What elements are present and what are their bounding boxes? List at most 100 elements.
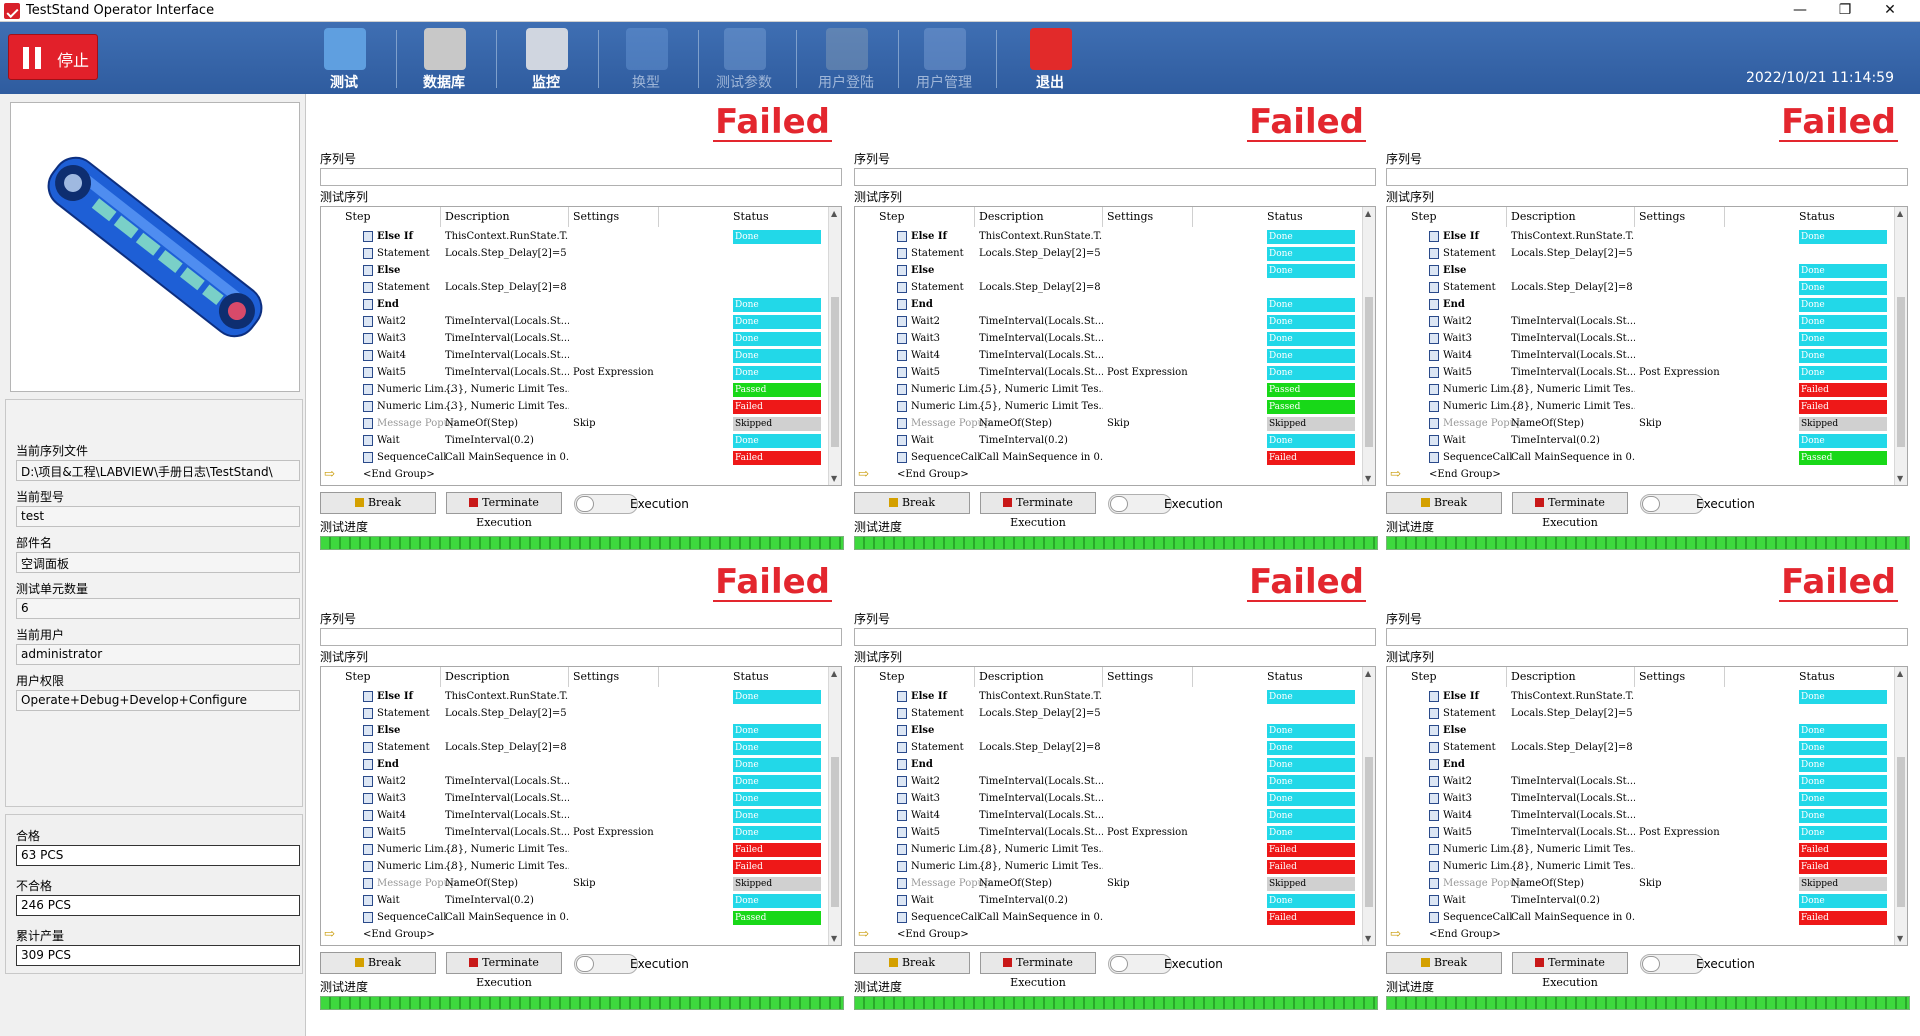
scroll-down-icon[interactable]: ▼: [1365, 474, 1372, 483]
table-row[interactable]: Numeric Lim... {8}, Numeric Limit Tes... F…: [855, 841, 1363, 858]
table-row[interactable]: Wait4 TimeInterval(Locals.St... Done: [321, 807, 829, 824]
col-step[interactable]: Step: [875, 207, 975, 227]
table-row[interactable]: Message Popup NameOf(Step) Skip Skipped: [855, 415, 1363, 432]
col-settings[interactable]: Settings: [1635, 207, 1725, 227]
table-row[interactable]: Numeric Lim... {8}, Numeric Limit Tes... F…: [1387, 381, 1895, 398]
table-scrollbar[interactable]: ▲ ▼: [828, 207, 841, 485]
table-row[interactable]: Numeric Lim... {8}, Numeric Limit Tes... F…: [321, 858, 829, 875]
table-row[interactable]: Wait4 TimeInterval(Locals.St... Done: [321, 347, 829, 364]
table-row[interactable]: End Done: [321, 296, 829, 313]
scroll-thumb[interactable]: [831, 757, 839, 907]
toolbar-button-3[interactable]: 换型: [606, 26, 686, 92]
table-row[interactable]: Else Done: [855, 262, 1363, 279]
table-row[interactable]: Wait3 TimeInterval(Locals.St... Done: [855, 790, 1363, 807]
stop-button[interactable]: 停止: [8, 34, 98, 80]
execution-toggle[interactable]: [574, 954, 638, 974]
table-row[interactable]: Wait2 TimeInterval(Locals.St... Done: [855, 773, 1363, 790]
serial-input[interactable]: [320, 628, 842, 646]
table-row[interactable]: Wait3 TimeInterval(Locals.St... Done: [321, 790, 829, 807]
table-row[interactable]: Wait4 TimeInterval(Locals.St... Done: [855, 807, 1363, 824]
table-row[interactable]: SequenceCall Call MainSequence in 0... Fai…: [1387, 909, 1895, 926]
table-row[interactable]: Wait2 TimeInterval(Locals.St... Done: [855, 313, 1363, 330]
table-row[interactable]: Statement Locals.Step_Delay[2]=5: [321, 705, 829, 722]
break-button[interactable]: Break: [320, 492, 436, 514]
table-row[interactable]: Else If ThisContext.RunState.T... Done: [1387, 688, 1895, 705]
col-step[interactable]: Step: [1407, 207, 1507, 227]
table-row[interactable]: Numeric Lim... {8}, Numeric Limit Tes... F…: [1387, 841, 1895, 858]
table-row[interactable]: Else: [321, 262, 829, 279]
scroll-up-icon[interactable]: ▲: [1365, 669, 1372, 678]
terminate-button[interactable]: Terminate Execution: [980, 492, 1096, 529]
serial-input[interactable]: [854, 628, 1376, 646]
terminate-button[interactable]: Terminate Execution: [446, 492, 562, 529]
col-step[interactable]: Step: [1407, 667, 1507, 687]
col-settings[interactable]: Settings: [569, 667, 659, 687]
table-row[interactable]: ⇨ <End Group>: [321, 926, 829, 943]
terminate-button[interactable]: Terminate Execution: [980, 952, 1096, 989]
table-row[interactable]: Numeric Lim... {8}, Numeric Limit Tes... F…: [1387, 398, 1895, 415]
table-row[interactable]: Statement Locals.Step_Delay[2]=8: [321, 279, 829, 296]
table-row[interactable]: End Done: [321, 756, 829, 773]
table-row[interactable]: End Done: [855, 296, 1363, 313]
table-row[interactable]: Wait5 TimeInterval(Locals.St... Post Expre…: [321, 824, 829, 841]
table-row[interactable]: ⇨ <End Group>: [855, 466, 1363, 483]
col-status[interactable]: Status: [1193, 667, 1365, 687]
toolbar-button-6[interactable]: 用户管理: [904, 26, 984, 92]
toolbar-button-2[interactable]: 监控: [506, 26, 586, 92]
table-scrollbar[interactable]: ▲ ▼: [828, 667, 841, 945]
col-settings[interactable]: Settings: [1103, 207, 1193, 227]
table-row[interactable]: Message Popup NameOf(Step) Skip Skipped: [321, 875, 829, 892]
table-row[interactable]: Else If ThisContext.RunState.T... Done: [321, 228, 829, 245]
table-row[interactable]: Wait5 TimeInterval(Locals.St... Post Expre…: [1387, 364, 1895, 381]
table-row[interactable]: Wait TimeInterval(0.2) Done: [855, 432, 1363, 449]
table-row[interactable]: SequenceCall Call MainSequence in 0... Pas…: [321, 909, 829, 926]
table-row[interactable]: Wait3 TimeInterval(Locals.St... Done: [1387, 790, 1895, 807]
table-row[interactable]: Message Popup NameOf(Step) Skip Skipped: [1387, 875, 1895, 892]
table-row[interactable]: Numeric Lim... {3}, Numeric Limit Tes... P…: [321, 381, 829, 398]
serial-input[interactable]: [320, 168, 842, 186]
table-row[interactable]: Wait4 TimeInterval(Locals.St... Done: [1387, 347, 1895, 364]
table-row[interactable]: Numeric Lim... {8}, Numeric Limit Tes... F…: [855, 858, 1363, 875]
col-status[interactable]: Status: [659, 667, 831, 687]
col-settings[interactable]: Settings: [569, 207, 659, 227]
table-row[interactable]: Message Popup NameOf(Step) Skip Skipped: [321, 415, 829, 432]
col-step[interactable]: Step: [875, 667, 975, 687]
toolbar-button-0[interactable]: 测试: [304, 26, 384, 92]
table-row[interactable]: Statement Locals.Step_Delay[2]=5: [321, 245, 829, 262]
table-row[interactable]: Numeric Lim... {5}, Numeric Limit Tes... P…: [855, 381, 1363, 398]
table-row[interactable]: SequenceCall Call MainSequence in 0... Pas…: [1387, 449, 1895, 466]
scroll-down-icon[interactable]: ▼: [831, 474, 838, 483]
table-row[interactable]: ⇨ <End Group>: [1387, 466, 1895, 483]
table-row[interactable]: Wait TimeInterval(0.2) Done: [321, 892, 829, 909]
table-row[interactable]: Statement Locals.Step_Delay[2]=5 Done: [855, 245, 1363, 262]
col-description[interactable]: Description: [441, 207, 569, 227]
col-settings[interactable]: Settings: [1635, 667, 1725, 687]
table-row[interactable]: Else Done: [1387, 722, 1895, 739]
table-row[interactable]: Else If ThisContext.RunState.T... Done: [321, 688, 829, 705]
table-row[interactable]: Else If ThisContext.RunState.T... Done: [855, 228, 1363, 245]
serial-input[interactable]: [1386, 168, 1908, 186]
table-row[interactable]: Numeric Lim... {3}, Numeric Limit Tes... F…: [321, 398, 829, 415]
toolbar-button-1[interactable]: 数据库: [404, 26, 484, 92]
scroll-thumb[interactable]: [1365, 297, 1373, 447]
break-button[interactable]: Break: [1386, 492, 1502, 514]
table-row[interactable]: Message Popup NameOf(Step) Skip Skipped: [1387, 415, 1895, 432]
table-row[interactable]: Else Done: [855, 722, 1363, 739]
col-status[interactable]: Status: [1725, 207, 1897, 227]
serial-input[interactable]: [854, 168, 1376, 186]
scroll-up-icon[interactable]: ▲: [831, 209, 838, 218]
col-description[interactable]: Description: [1507, 667, 1635, 687]
table-row[interactable]: Statement Locals.Step_Delay[2]=8: [855, 279, 1363, 296]
table-row[interactable]: Wait TimeInterval(0.2) Done: [321, 432, 829, 449]
toolbar-button-7[interactable]: 退出: [1010, 26, 1090, 92]
table-row[interactable]: Wait3 TimeInterval(Locals.St... Done: [1387, 330, 1895, 347]
table-row[interactable]: Message Popup NameOf(Step) Skip Skipped: [855, 875, 1363, 892]
col-description[interactable]: Description: [975, 667, 1103, 687]
minimize-button[interactable]: —: [1793, 2, 1807, 18]
terminate-button[interactable]: Terminate Execution: [446, 952, 562, 989]
table-row[interactable]: SequenceCall Call MainSequence in 0... Fai…: [855, 909, 1363, 926]
table-row[interactable]: Wait2 TimeInterval(Locals.St... Done: [1387, 773, 1895, 790]
break-button[interactable]: Break: [1386, 952, 1502, 974]
table-row[interactable]: Statement Locals.Step_Delay[2]=8 Done: [1387, 739, 1895, 756]
table-row[interactable]: End Done: [1387, 296, 1895, 313]
